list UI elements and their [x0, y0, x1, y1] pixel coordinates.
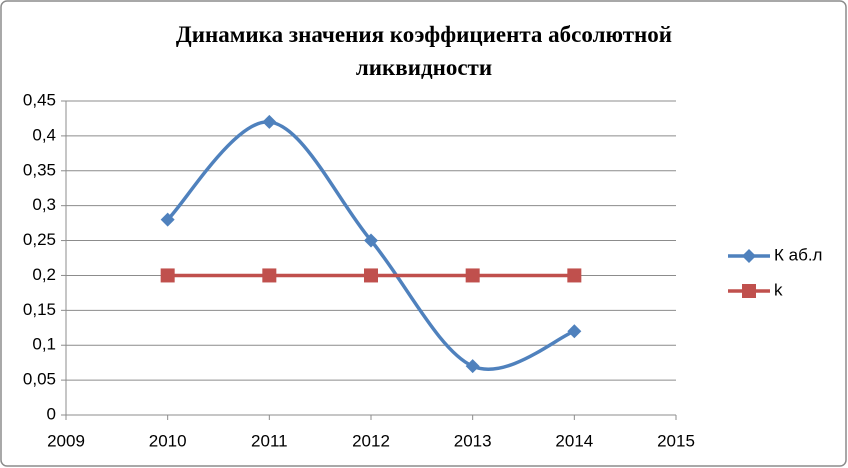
- chart-title: Динамика значения коэффициента абсолютно…: [175, 22, 673, 80]
- marker: [567, 324, 582, 339]
- marker: [262, 114, 277, 129]
- y-tick-label: 0,05: [23, 370, 56, 389]
- marker: [160, 268, 175, 283]
- y-tick-label: 0,35: [23, 160, 56, 179]
- y-tick-label: 0,3: [32, 195, 56, 214]
- x-tick-label: 2015: [657, 431, 695, 450]
- x-tick-label: 2014: [555, 431, 593, 450]
- marker: [465, 268, 480, 283]
- legend-label: k: [774, 280, 783, 299]
- x-tick-label: 2010: [149, 431, 187, 450]
- marker: [364, 233, 378, 248]
- marker: [742, 249, 756, 263]
- y-tick-label: 0,15: [23, 300, 56, 319]
- y-tick-label: 0,2: [32, 265, 56, 284]
- marker: [364, 268, 378, 283]
- x-tick-label: 2012: [352, 431, 390, 450]
- x-tick-label: 2011: [251, 431, 288, 450]
- marker: [262, 268, 277, 283]
- y-tick-label: 0,4: [32, 125, 56, 144]
- y-tick-label: 0,1: [32, 335, 56, 354]
- marker: [742, 284, 756, 298]
- x-tick-label: 2013: [454, 431, 492, 450]
- legend-label: К аб.л: [774, 245, 822, 264]
- marker: [465, 359, 480, 374]
- y-tick-label: 0,45: [23, 90, 56, 109]
- marker: [160, 212, 175, 227]
- y-tick-label: 0,25: [23, 230, 56, 249]
- x-tick-label: 2009: [47, 431, 85, 450]
- y-tick-label: 0: [47, 404, 56, 423]
- marker: [567, 268, 582, 283]
